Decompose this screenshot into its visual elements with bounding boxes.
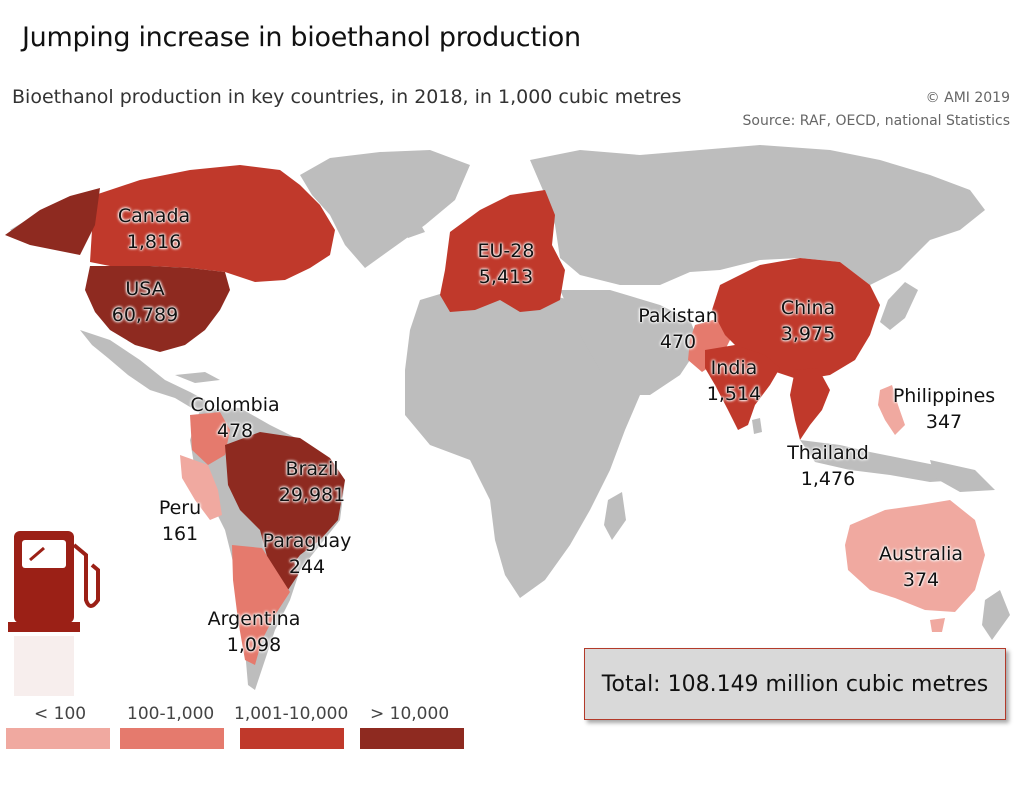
country-name: Philippines: [892, 385, 996, 407]
country-name: Pakistan: [638, 305, 718, 327]
country-value: 5,413: [478, 266, 534, 288]
country-label-canada: Canada 1,816: [104, 203, 204, 255]
country-label-argentina: Argentina 1,098: [196, 606, 312, 658]
country-value: 1,816: [126, 231, 182, 253]
country-value: 1,514: [706, 383, 762, 405]
country-name: USA: [125, 278, 165, 300]
country-label-china: China 3,975: [758, 295, 858, 347]
country-name: Thailand: [787, 442, 869, 464]
country-value: 161: [161, 523, 199, 545]
total-text: Total: 108.149 million cubic metres: [601, 671, 989, 697]
country-value: 1,476: [800, 468, 856, 490]
country-shape-tasmania: [930, 618, 945, 632]
chart-title: Jumping increase in bioethanol productio…: [22, 22, 581, 53]
country-label-eu28: EU-28 5,413: [456, 238, 556, 290]
country-value: 1,098: [226, 634, 282, 656]
country-name: India: [710, 357, 758, 379]
country-shape-alaska: [5, 188, 100, 255]
country-label-australia: Australia 374: [866, 541, 976, 593]
country-value: 478: [216, 420, 254, 442]
country-shape-thailand: [790, 368, 830, 440]
country-shape-argentina: [232, 545, 290, 665]
country-name: Australia: [878, 543, 964, 565]
country-name: Colombia: [190, 394, 280, 416]
country-shape-india: [705, 345, 780, 430]
country-label-philippines: Philippines 347: [882, 383, 1006, 435]
country-shape-canada: [90, 165, 335, 282]
country-shape-usa: [85, 266, 230, 352]
legend-label: 100-1,000: [127, 704, 215, 724]
country-name: Peru: [158, 497, 202, 519]
source-note: Source: RAF, OECD, national Statistics: [742, 113, 1010, 129]
country-shape-colombia: [190, 412, 230, 465]
country-shapes: [5, 165, 985, 665]
country-name: Paraguay: [262, 530, 352, 552]
country-value: 60,789: [111, 304, 179, 326]
country-value: 3,975: [780, 323, 836, 345]
country-shape-eu28: [440, 190, 565, 312]
country-name: Brazil: [285, 458, 339, 480]
legend-label: 1,001-10,000: [234, 704, 349, 724]
legend-label: > 10,000: [370, 704, 450, 724]
country-label-usa: USA 60,789: [95, 276, 195, 328]
country-value: 244: [288, 556, 326, 578]
country-label-paraguay: Paraguay 244: [252, 528, 362, 580]
country-label-colombia: Colombia 478: [180, 392, 290, 444]
country-value: 374: [902, 569, 940, 591]
country-label-brazil: Brazil 29,981: [262, 456, 362, 508]
country-value: 29,981: [278, 484, 346, 506]
country-shape-philippines: [878, 385, 905, 435]
total-box: Total: 108.149 million cubic metres: [584, 648, 1006, 720]
legend-swatch-1001-10000: [240, 728, 344, 749]
country-label-thailand: Thailand 1,476: [776, 440, 880, 492]
legend-swatch-gt10000: [360, 728, 464, 749]
legend-label: < 100: [34, 704, 87, 724]
country-label-india: India 1,514: [684, 355, 784, 407]
legend-swatch-lt100: [6, 728, 110, 749]
fuel-pump-icon: [8, 531, 100, 696]
country-shape-china: [712, 258, 880, 380]
country-shape-australia: [845, 500, 985, 612]
country-label-pakistan: Pakistan 470: [626, 303, 730, 355]
country-name: China: [780, 297, 836, 319]
country-value: 347: [925, 411, 963, 433]
country-shape-brazil: [225, 432, 345, 575]
country-name: Argentina: [207, 608, 301, 630]
chart-subtitle: Bioethanol production in key countries, …: [12, 86, 682, 108]
copyright-note: © AMI 2019: [925, 90, 1010, 106]
legend-swatch-100-1000: [120, 728, 224, 749]
country-name: Canada: [117, 205, 191, 227]
country-shape-peru: [180, 455, 222, 520]
country-label-peru: Peru 161: [140, 495, 220, 547]
country-name: EU-28: [477, 240, 535, 262]
country-value: 470: [659, 331, 697, 353]
